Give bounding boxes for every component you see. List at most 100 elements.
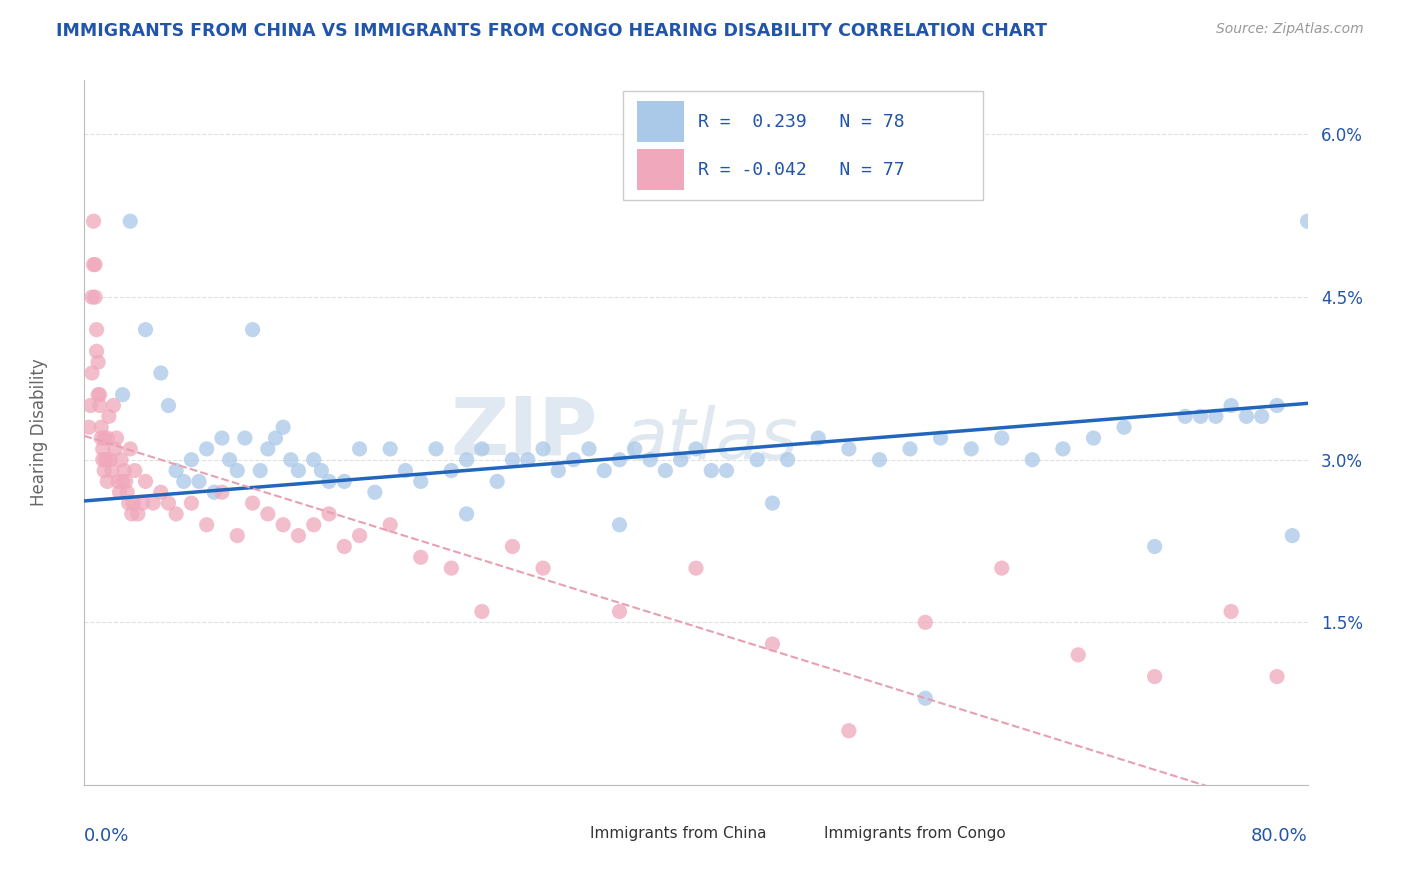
Point [838,442,860,456]
Point [287,528,309,542]
Text: Immigrants from China: Immigrants from China [589,826,766,841]
Point [86,344,108,359]
Point [80,290,103,304]
Point [105,431,128,445]
Point [124,464,146,478]
Point [349,442,371,456]
Point [93,431,115,445]
Text: ZIP: ZIP [451,393,598,472]
Point [1143,540,1166,554]
Point [1143,669,1166,683]
Point [115,485,138,500]
Point [1205,409,1227,424]
Text: Source: ZipAtlas.com: Source: ZipAtlas.com [1216,22,1364,37]
Point [180,496,202,510]
Point [609,517,631,532]
Point [761,637,783,651]
Point [747,452,769,467]
Text: Immigrants from Congo: Immigrants from Congo [824,826,1007,841]
Point [120,442,142,456]
Point [409,475,432,489]
Point [1281,528,1303,542]
Point [173,475,195,489]
Point [211,485,233,500]
Text: R = -0.042   N = 77: R = -0.042 N = 77 [699,161,905,178]
Point [89,387,111,401]
Point [157,496,180,510]
Point [107,475,129,489]
Point [1114,420,1136,434]
Point [394,464,416,478]
Point [364,485,387,500]
Point [380,517,402,532]
Point [249,464,271,478]
Point [409,550,432,565]
Point [98,452,121,467]
Point [1021,452,1043,467]
Point [716,464,738,478]
Point [257,507,280,521]
Point [349,528,371,542]
Point [110,452,132,467]
Point [202,485,225,500]
Point [547,464,569,478]
Point [127,507,149,521]
Point [195,517,218,532]
Point [108,485,131,500]
Point [87,387,110,401]
Point [101,464,124,478]
Point [77,420,100,434]
Point [226,528,249,542]
Text: 0.0%: 0.0% [84,827,129,846]
Point [502,452,524,467]
Point [1220,399,1243,413]
Point [1250,409,1272,424]
Point [165,507,187,521]
Point [80,366,103,380]
Point [311,464,333,478]
Point [593,464,616,478]
Point [1236,409,1258,424]
Point [685,561,707,575]
Text: IMMIGRANTS FROM CHINA VS IMMIGRANTS FROM CONGO HEARING DISABILITY CORRELATION CH: IMMIGRANTS FROM CHINA VS IMMIGRANTS FROM… [56,22,1047,40]
Point [318,507,340,521]
Point [333,475,356,489]
Point [333,540,356,554]
Point [440,561,463,575]
Point [471,605,494,619]
Point [1052,442,1074,456]
Point [104,442,127,456]
Point [264,431,287,445]
FancyBboxPatch shape [637,149,683,190]
Point [120,214,142,228]
Point [991,431,1014,445]
Point [89,399,111,413]
Point [180,452,202,467]
Point [456,507,478,521]
Text: atlas: atlas [623,405,797,475]
Point [111,475,134,489]
Point [211,431,233,445]
Point [242,496,264,510]
Point [242,323,264,337]
Point [131,496,153,510]
Point [195,442,218,456]
Point [838,723,860,738]
Point [869,452,891,467]
Point [111,387,134,401]
Point [83,258,105,272]
Point [94,452,117,467]
Text: Hearing Disability: Hearing Disability [30,359,48,507]
Text: R =  0.239   N = 78: R = 0.239 N = 78 [699,113,905,131]
Point [624,442,647,456]
Point [188,475,211,489]
Point [90,420,112,434]
Point [149,366,172,380]
Text: 80.0%: 80.0% [1251,827,1308,846]
Point [502,540,524,554]
Point [149,485,172,500]
Point [287,464,309,478]
Point [318,475,340,489]
Point [226,464,249,478]
Point [112,464,135,478]
